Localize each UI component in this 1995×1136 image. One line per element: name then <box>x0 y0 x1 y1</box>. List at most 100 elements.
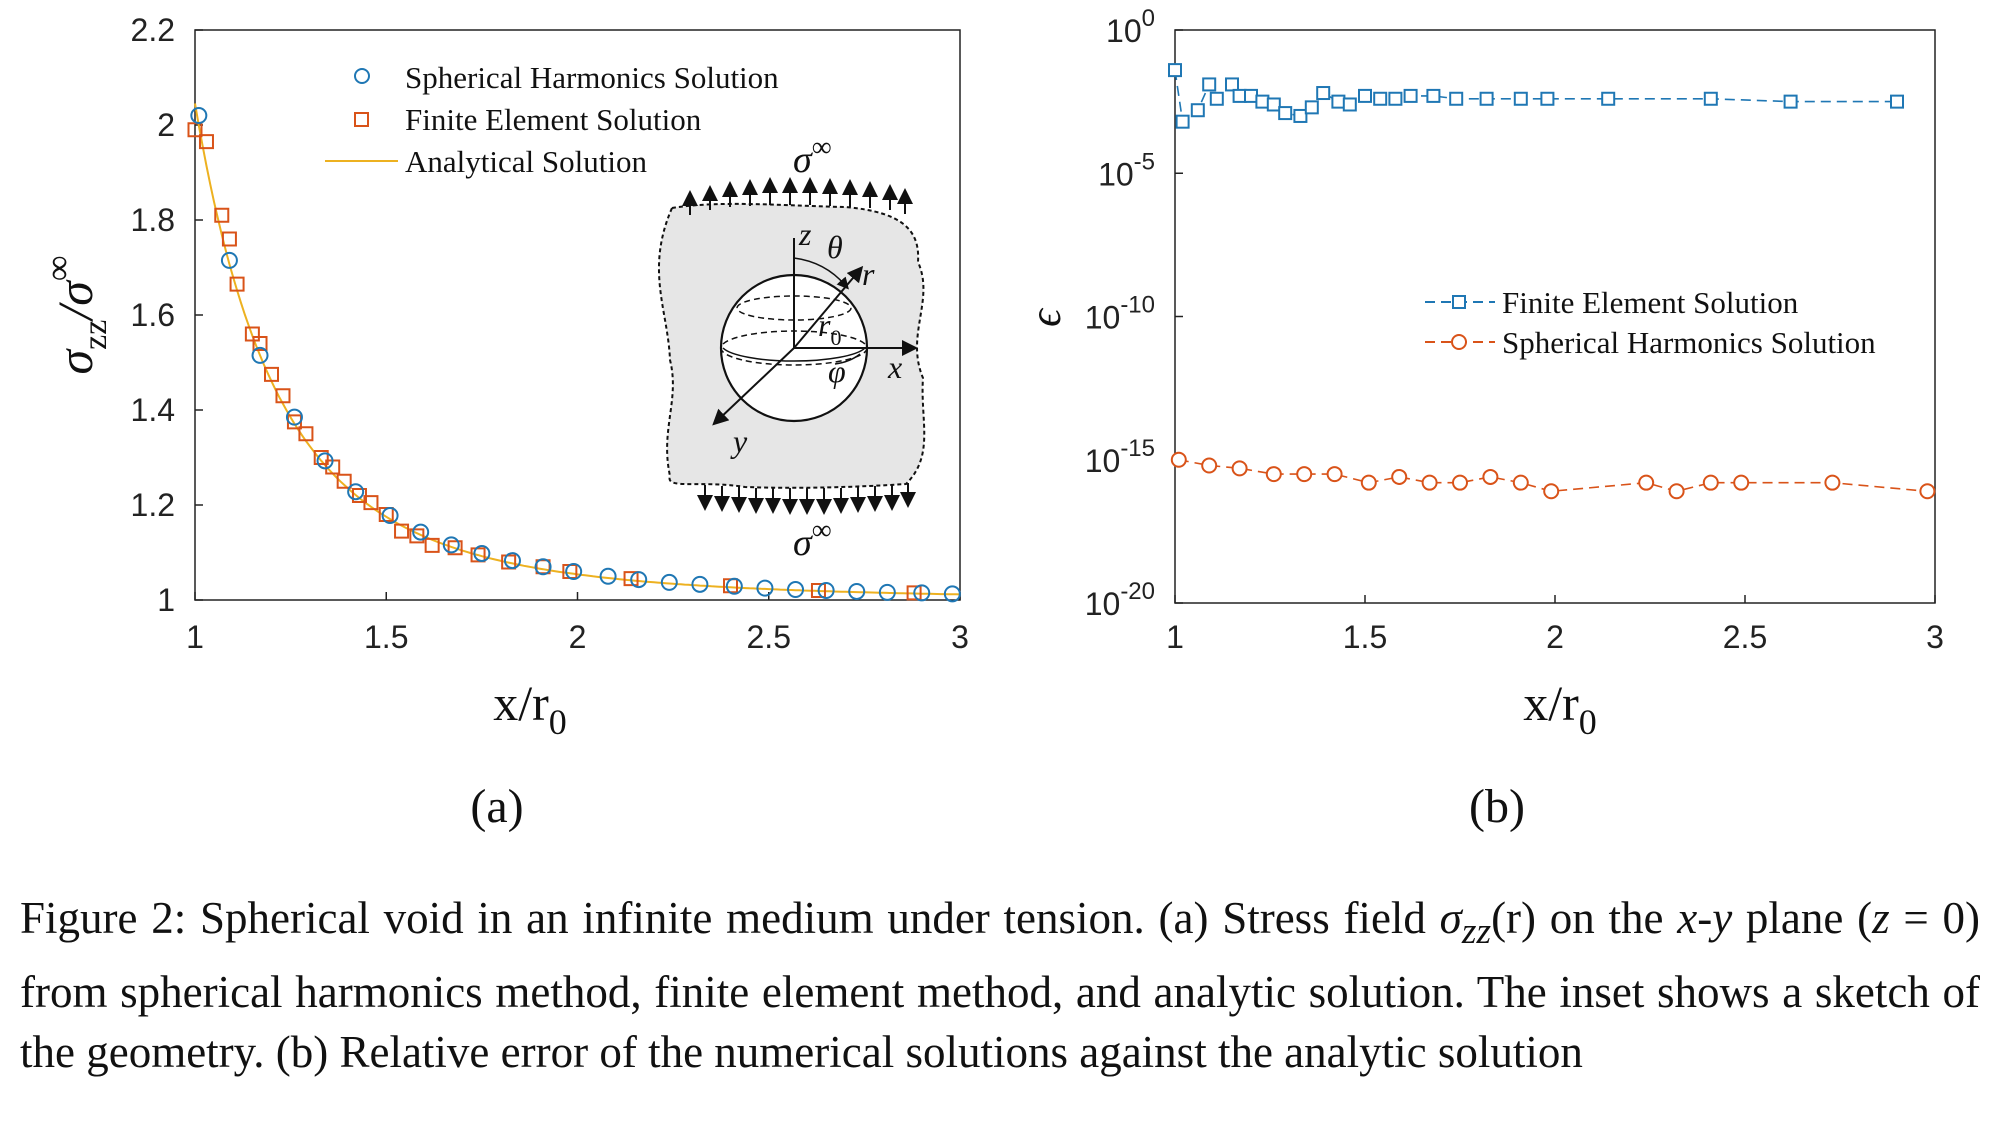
fe-error-marker <box>1304 100 1319 115</box>
caption-arg: (r) <box>1491 893 1537 943</box>
sh-marker <box>725 577 743 595</box>
panel-a-ytick-label: 1.2 <box>131 487 175 523</box>
sh-marker <box>534 558 552 576</box>
fe-marker <box>424 537 440 553</box>
fe-marker <box>906 585 922 601</box>
legend-sh-marker <box>354 68 370 84</box>
fe-error-marker <box>1244 88 1258 103</box>
fe-error-marker <box>1890 94 1904 109</box>
sh-error-marker <box>1543 483 1560 500</box>
panel-a-ytick-label: 1.8 <box>131 202 175 238</box>
panel-b-ytick-label: 10-10 <box>1085 292 1155 336</box>
panel-a-ylabel: σzz/σ∞ <box>38 255 114 374</box>
r-label: r <box>862 256 875 292</box>
legend-fe-label: Finite Element Solution <box>405 102 702 137</box>
r0-label: r0 <box>818 307 841 350</box>
z-label: z <box>798 216 812 252</box>
fe-error-marker <box>1403 88 1418 103</box>
fe-error-marker <box>1278 106 1293 121</box>
sh-error-marker <box>1919 483 1936 500</box>
fe-marker <box>623 571 639 587</box>
fe-marker <box>244 326 260 342</box>
sh-error-marker <box>1512 474 1529 491</box>
figure-caption: Figure 2: Spherical void in an infinite … <box>20 888 1980 1082</box>
caption-sigma: σ <box>1439 893 1462 943</box>
fe-marker <box>187 122 203 138</box>
panel-b-xtick-label: 2.5 <box>1723 619 1767 655</box>
fe-error-marker <box>1513 91 1528 106</box>
sh-marker <box>848 582 866 600</box>
sh-error-marker <box>1265 466 1282 483</box>
equator-front <box>722 347 866 362</box>
y-label: y <box>730 423 748 459</box>
sh-marker <box>756 579 774 597</box>
panel-a-ytick-label: 1.6 <box>131 297 175 333</box>
sh-error-marker <box>1421 474 1438 491</box>
sh-error-marker <box>1452 474 1468 491</box>
phi-label: φ <box>828 353 846 389</box>
phi-arc <box>834 353 861 365</box>
sh-marker <box>190 107 208 124</box>
sh-marker <box>599 567 617 585</box>
fe-marker <box>214 207 230 223</box>
sh-marker <box>630 571 648 589</box>
fe-error-marker <box>1703 91 1718 106</box>
panel-b-chart: 1 1.5 2 2.5 3 100 10-5 10-10 10-15 10-20 Finite E… <box>1021 5 1944 833</box>
caption-xy: x-y <box>1677 893 1733 943</box>
panel-b-ticks: 1 1.5 2 2.5 3 100 10-5 10-10 10-15 10-20 <box>1085 5 1944 655</box>
sh-marker <box>473 544 491 562</box>
fe-error-marker <box>1426 88 1441 103</box>
legend-b-fe-label: Finite Element Solution <box>1502 285 1799 320</box>
fe-error-marker <box>1175 114 1190 129</box>
panel-a-chart: 1 1.5 2 2.5 3 1 1.2 1.4 1.6 1.8 2 2.2 Spherical Har… <box>38 12 969 833</box>
analytical-curve <box>194 103 961 596</box>
fe-error-marker <box>1331 94 1346 109</box>
panel-a-ytick-label: 2 <box>157 107 175 143</box>
sh-marker <box>817 582 835 599</box>
sh-marker <box>442 536 460 554</box>
sh-marker <box>381 506 399 524</box>
legend-b-sh-label: Spherical Harmonics Solution <box>1502 325 1876 360</box>
sh-error-marker <box>1482 468 1499 485</box>
panel-a-ticks: 1 1.5 2 2.5 3 1 1.2 1.4 1.6 1.8 2 2.2 <box>131 12 969 655</box>
sh-marker <box>787 581 805 599</box>
fe-error-marker <box>1358 88 1372 103</box>
panel-a-legend: Spherical Harmonics Solution Finite Elem… <box>325 60 779 179</box>
panel-b-ytick-label: 100 <box>1106 5 1155 49</box>
y-axis <box>712 347 795 426</box>
theta-label: θ <box>827 229 843 265</box>
fe-error-marker <box>1388 91 1403 106</box>
panel-a-xtick-label: 1.5 <box>364 619 408 655</box>
panel-a-ytick-label: 1 <box>157 582 175 618</box>
fe-error-marker <box>1540 91 1555 106</box>
sh-marker <box>251 346 269 364</box>
sh-error-marker <box>1391 468 1408 485</box>
legend-b-sh-marker <box>1451 334 1467 350</box>
panel-b-xtick-label: 3 <box>1926 619 1944 655</box>
panel-a-xtick-label: 3 <box>951 619 969 655</box>
panel-b-xtick-label: 1 <box>1166 619 1184 655</box>
fe-marker <box>409 528 425 544</box>
caption-rest: = 0) from spherical harmonics method, fi… <box>20 893 1980 1077</box>
fe-marker <box>447 540 463 556</box>
panel-a-xtick-label: 1 <box>186 619 204 655</box>
bottom-tension-arrows <box>697 483 916 515</box>
sh-marker <box>412 523 430 541</box>
sh-marker <box>220 251 238 269</box>
fe-error-marker <box>1225 77 1239 92</box>
fe-marker <box>336 473 352 489</box>
fe-error-marker <box>1168 63 1182 78</box>
fe-error-marker <box>1783 94 1798 109</box>
fe-marker <box>229 276 245 292</box>
sh-marker <box>316 452 334 470</box>
legend-b-fe-marker <box>1452 295 1466 309</box>
sh-marker <box>878 583 896 601</box>
fe-marker <box>264 366 279 382</box>
sh-error-marker <box>1733 474 1750 491</box>
caption-z: z <box>1872 893 1890 943</box>
fe-marker <box>470 547 486 563</box>
caption-sigma-sub: zz <box>1461 911 1492 952</box>
caption-prefix: Figure 2: Spherical void in an infinite … <box>20 893 1440 943</box>
sh-error-marker <box>1824 474 1841 491</box>
fe-marker <box>394 523 410 539</box>
